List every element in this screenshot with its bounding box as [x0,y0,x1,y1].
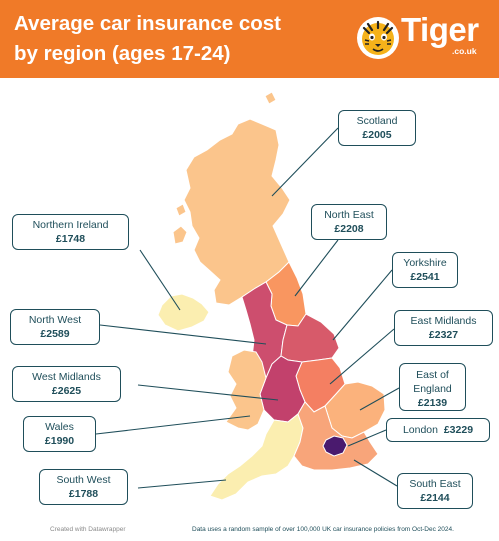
region-wales [225,349,267,431]
label-east-of-england: East of England £2139 [399,363,466,411]
label-south-west: South West £1788 [39,469,128,505]
label-north-east: North East £2208 [311,204,387,240]
leader-scotland [271,127,339,197]
logo-domain: .co.uk [452,46,477,56]
leader-north-west [99,324,267,345]
label-west-midlands: West Midlands £2625 [12,366,121,402]
title-line-2: by region (ages 17-24) [14,42,231,65]
title-line-1: Average car insurance cost [14,12,282,35]
leader-north-east [294,239,339,297]
label-wales: Wales £1990 [23,416,96,452]
page-title: Average car insurance cost by region (ag… [14,9,281,69]
label-east-midlands: East Midlands £2327 [394,310,493,346]
header-banner: Average car insurance cost by region (ag… [0,0,499,78]
tiger-face-icon [357,17,399,59]
leader-wales [95,415,251,435]
leader-northern-ireland [139,249,181,311]
region-scotland-islands [172,91,277,245]
leader-south-east [353,459,398,487]
label-north-west: North West £2589 [10,309,100,345]
leader-east-of-england [359,387,400,411]
label-scotland: Scotland £2005 [338,110,416,146]
leader-yorkshire [332,269,393,341]
region-west-midlands [259,355,306,423]
leader-london [347,429,387,447]
logo-wordmark: Tiger [401,11,479,48]
label-yorkshire: Yorkshire £2541 [392,252,458,288]
credit-text: Created with Datawrapper [50,526,126,533]
leader-east-midlands [329,328,395,385]
label-south-east: South East £2144 [397,473,473,509]
label-london: London £3229 [386,418,490,442]
region-south-west [209,413,304,501]
region-northern-ireland [157,293,210,332]
data-source-note: Data uses a random sample of over 100,00… [192,526,454,533]
leader-west-midlands [137,384,279,401]
label-northern-ireland: Northern Ireland £1748 [12,214,129,250]
leader-south-west [137,479,227,489]
region-london [322,435,348,457]
